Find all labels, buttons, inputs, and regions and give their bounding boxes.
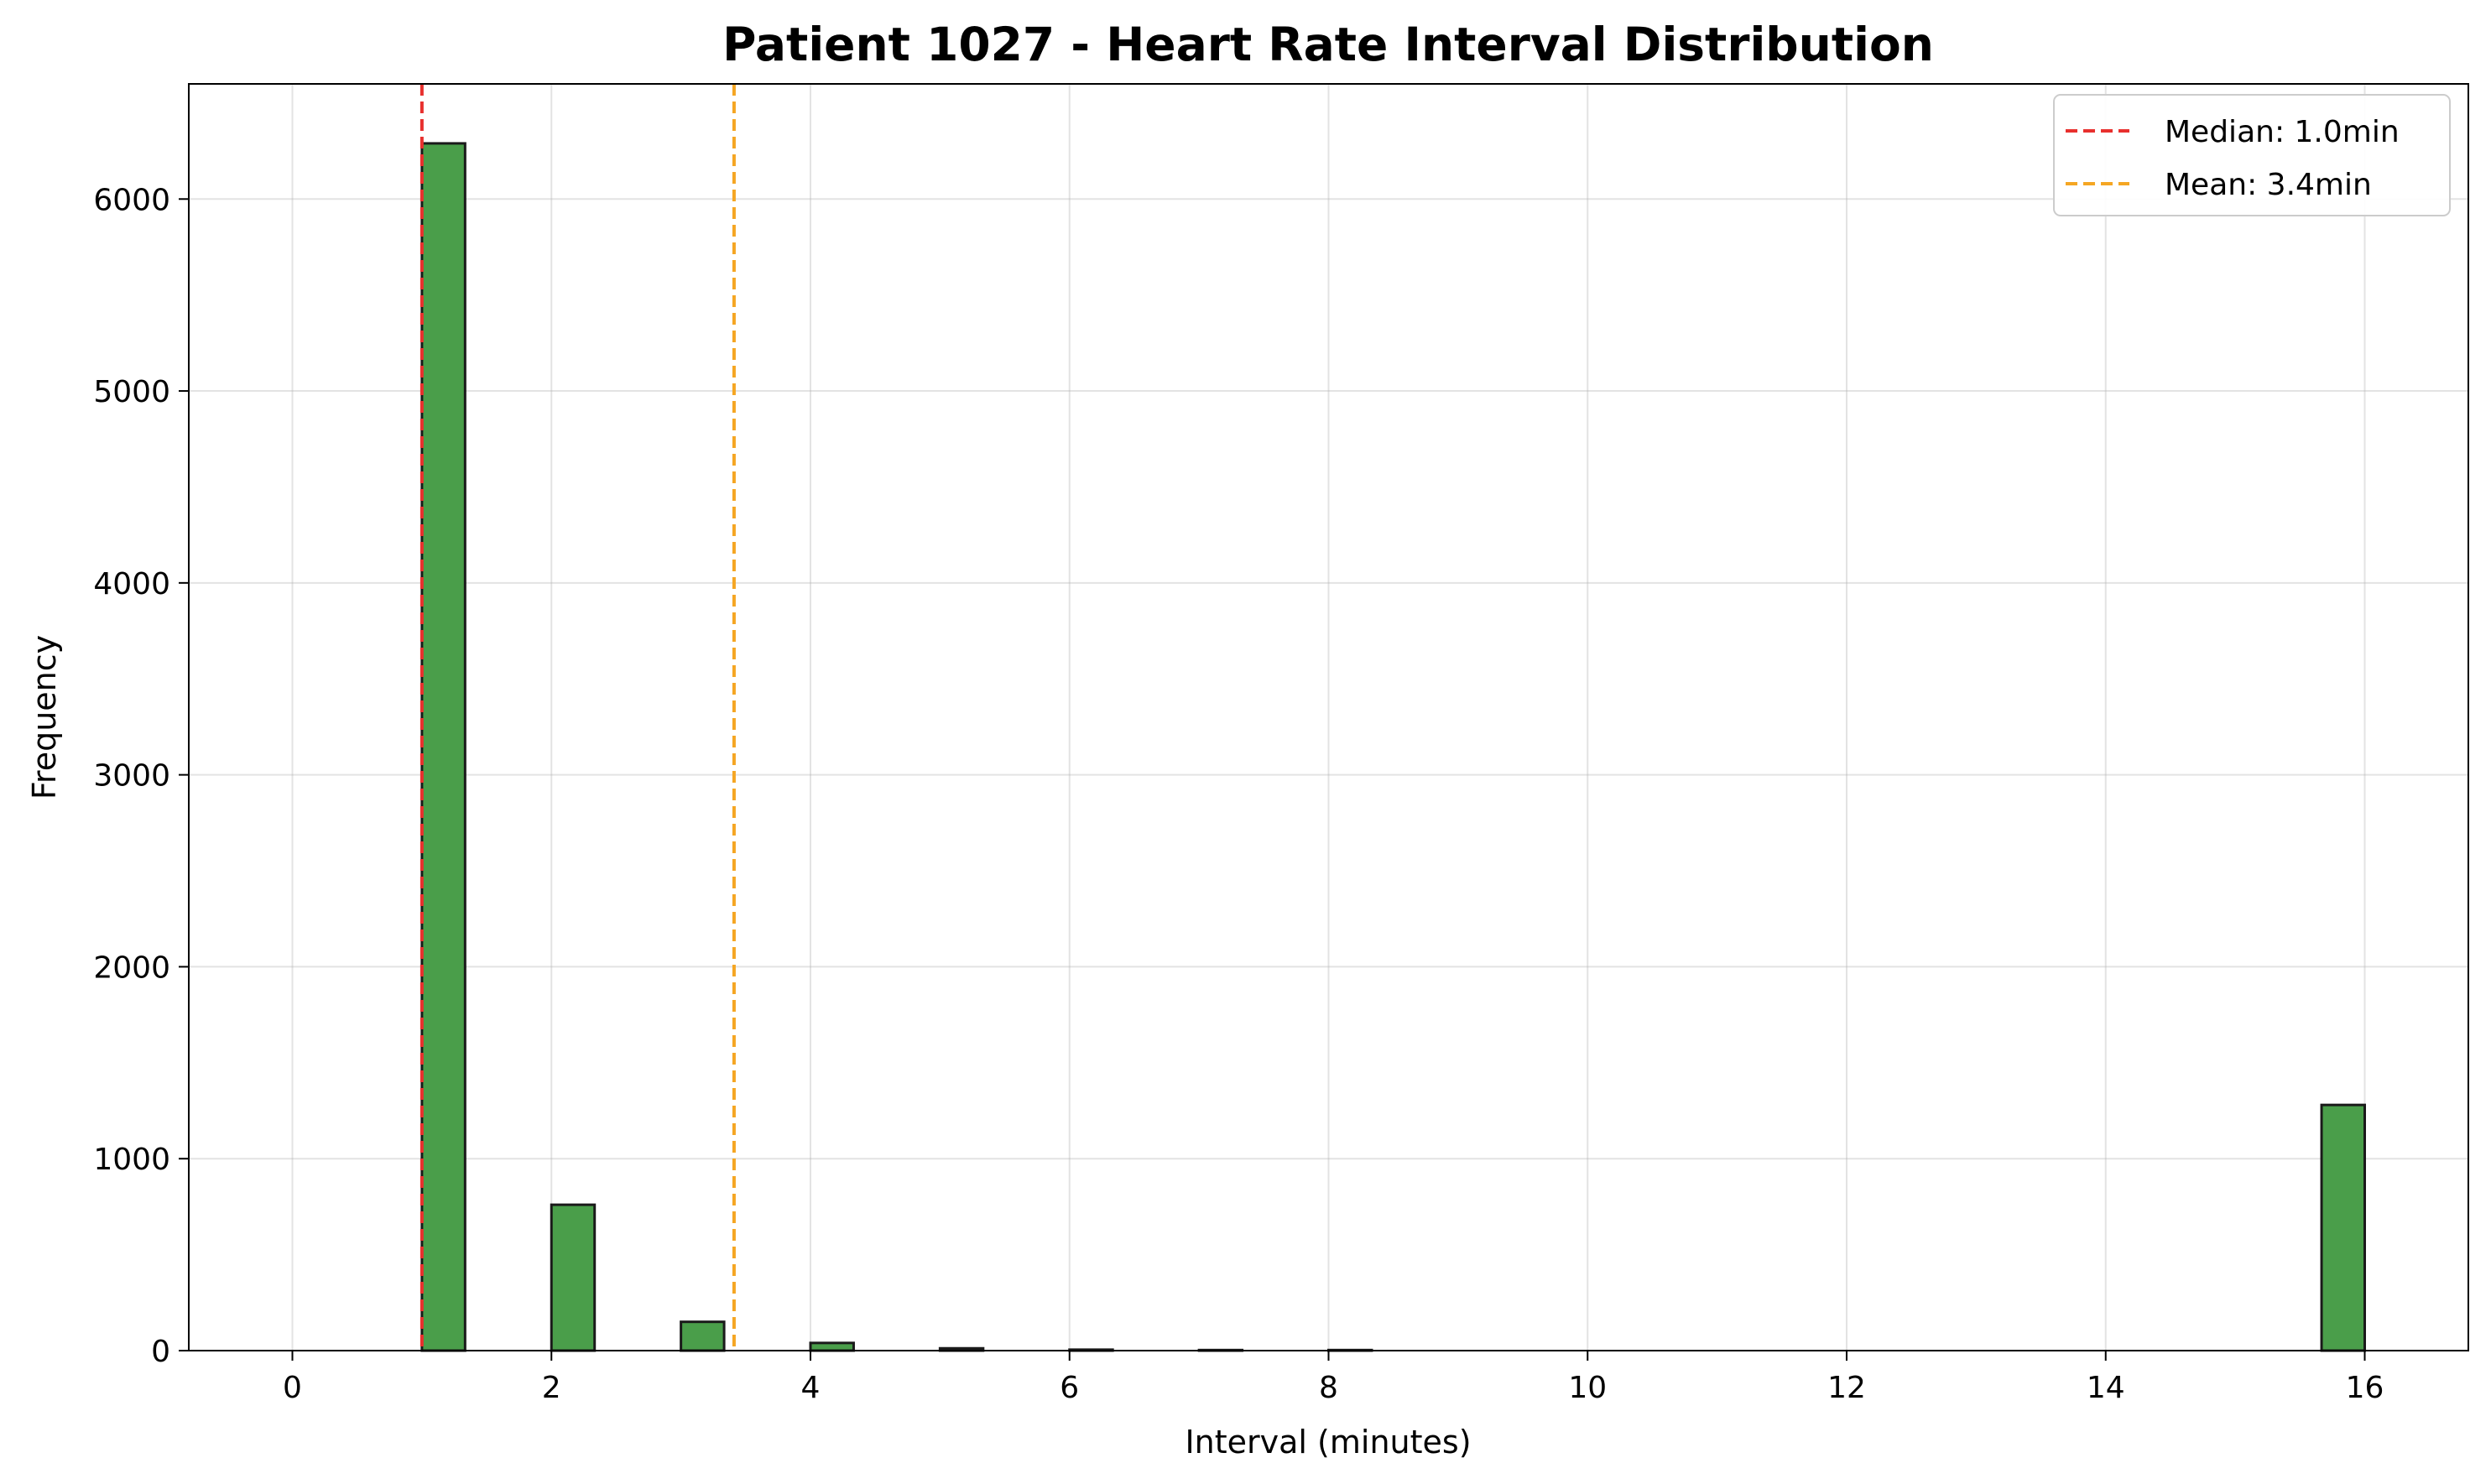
x-tick-label: 6 [1060,1371,1079,1405]
histogram-bar [809,1341,855,1352]
x-tick-label: 16 [2346,1371,2384,1405]
x-tick-label: 2 [542,1371,561,1405]
x-tick-label: 12 [1827,1371,1866,1405]
legend-box [2053,94,2451,216]
x-tick-label: 8 [1319,1371,1338,1405]
chart-title: Patient 1027 - Heart Rate Interval Distr… [722,18,1934,71]
y-tick-label: 0 [151,1335,170,1369]
legend-median-label: Median: 1.0min [2165,115,2400,149]
x-tick-label: 14 [2087,1371,2125,1405]
y-tick-label: 4000 [93,567,170,601]
histogram-bar [420,142,466,1352]
y-tick-label: 3000 [93,759,170,794]
histogram-bar [680,1320,726,1352]
plot-background [189,84,2468,1351]
y-tick-label: 2000 [93,950,170,985]
histogram-bar [2320,1103,2367,1352]
plot-area: 0 2 4 6 8 10 12 14 16 0 1000 2000 3000 4000 5000 6000 [93,83,2469,1405]
x-tick-label: 10 [1568,1371,1607,1405]
y-axis-label: Frequency [26,635,63,799]
legend-mean-label: Mean: 3.4min [2165,168,2372,202]
y-tick-label: 5000 [93,375,170,409]
x-axis-label: Interval (minutes) [1185,1424,1471,1461]
x-tick-label: 4 [801,1371,821,1405]
y-tick-label: 1000 [93,1143,170,1177]
x-tick-label: 0 [283,1371,302,1405]
axis-ticks: 0 2 4 6 8 10 12 14 16 0 1000 2000 3000 4000 5000 6000 [93,183,2384,1405]
y-tick-label: 6000 [93,183,170,217]
histogram-bar [550,1203,597,1352]
legend: Median: 1.0min Mean: 3.4min [2053,94,2451,216]
